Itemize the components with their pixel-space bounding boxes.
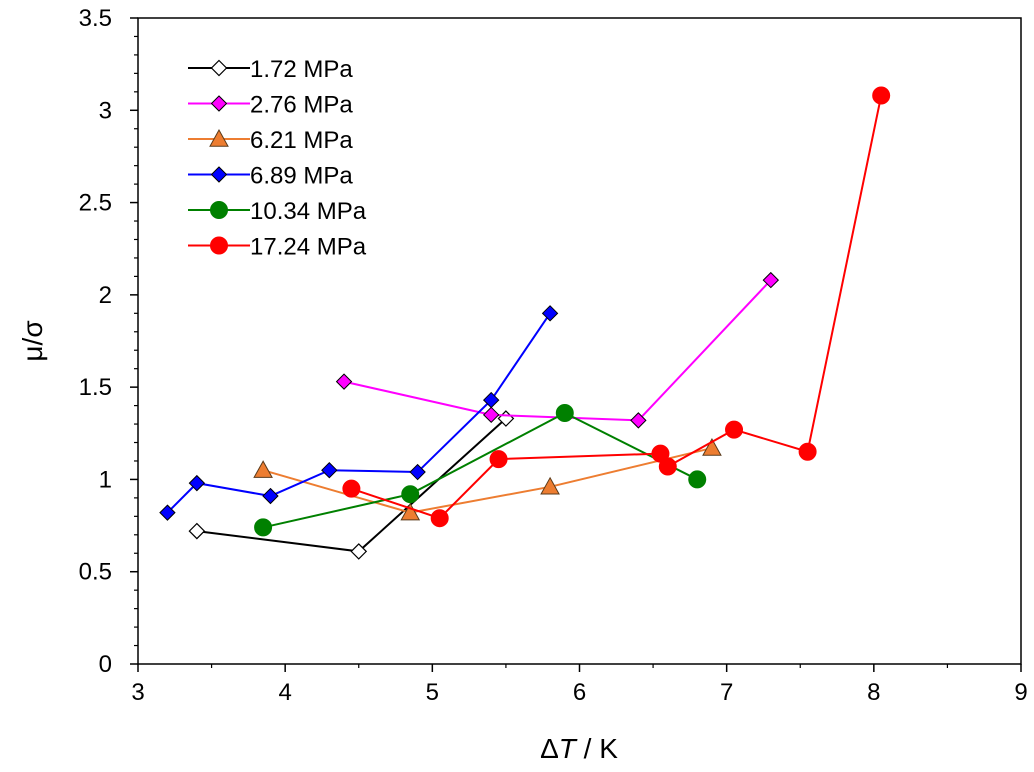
x-tick-label: 5: [426, 679, 439, 706]
y-tick-label: 1: [99, 466, 112, 493]
legend: 1.72 MPa 2.76 MPa 6.21 MPa 6.89 MPa 10.34 MP…: [188, 56, 367, 261]
legend-marker: [210, 201, 228, 219]
data-point: [335, 373, 353, 390]
x-tick-label: 7: [720, 679, 733, 706]
data-point: [342, 479, 361, 498]
data-point: [430, 509, 449, 528]
y-tick-label: 3.5: [79, 5, 112, 32]
axis-ticks: 3 4 5 6 7 8 9 0 0.5 1 1.5 2 2.5 3 3.5: [79, 5, 1028, 706]
data-point: [702, 438, 722, 456]
data-point: [540, 476, 560, 495]
x-axis-title: ΔT / K: [540, 733, 618, 764]
legend-label: 6.89 MPa: [250, 163, 353, 190]
series-layer: [159, 86, 891, 560]
legend-label: 2.76 MPa: [250, 92, 353, 119]
series-5: [342, 86, 891, 528]
data-point: [658, 457, 677, 476]
data-point: [762, 271, 780, 289]
series-4: [254, 403, 707, 537]
series-3: [159, 305, 559, 521]
data-point: [872, 86, 891, 105]
x-tick-label: 9: [1014, 679, 1027, 706]
data-point: [188, 522, 206, 540]
legend-item: 10.34 MPa: [188, 198, 367, 225]
y-tick-label: 1.5: [79, 374, 112, 401]
legend-label: 6.21 MPa: [250, 127, 353, 154]
legend-label: 17.24 MPa: [250, 234, 367, 261]
data-point: [254, 518, 273, 537]
y-tick-label: 2.5: [79, 190, 112, 217]
data-point: [489, 450, 508, 469]
data-point: [482, 406, 500, 424]
data-point: [401, 485, 420, 504]
series-2: [253, 438, 722, 521]
legend-label: 1.72 MPa: [250, 56, 353, 83]
plot-area: [137, 17, 1022, 665]
legend-item: 1.72 MPa: [188, 56, 353, 83]
y-tick-label: 3: [99, 97, 112, 124]
legend-item: 6.89 MPa: [188, 163, 353, 190]
legend-marker: [209, 128, 229, 147]
legend-item: 6.21 MPa: [188, 127, 353, 154]
legend-marker: [210, 166, 228, 183]
y-axis-title: μ/σ: [17, 320, 48, 361]
data-point: [409, 463, 426, 481]
data-point: [400, 502, 421, 521]
x-tick-label: 8: [867, 679, 880, 706]
series-line: [262, 411, 698, 529]
data-point: [798, 442, 817, 461]
data-point: [725, 420, 744, 439]
x-tick-label: 4: [278, 679, 291, 706]
data-point: [253, 460, 273, 478]
series-line: [262, 447, 713, 514]
x-tick-label: 3: [131, 679, 144, 706]
y-tick-label: 0: [99, 651, 112, 678]
legend-marker: [210, 95, 228, 112]
y-tick-label: 0.5: [79, 559, 112, 586]
legend-item: 17.24 MPa: [188, 234, 367, 261]
legend-marker: [210, 59, 228, 77]
y-tick-label: 2: [99, 282, 112, 309]
data-point: [159, 504, 176, 521]
legend-item: 2.76 MPa: [188, 92, 353, 119]
data-point: [188, 474, 206, 492]
data-point: [321, 461, 338, 479]
data-point: [262, 487, 279, 505]
data-point: [555, 403, 574, 422]
data-point: [688, 470, 707, 489]
legend-label: 10.34 MPa: [250, 198, 367, 225]
x-tick-label: 6: [573, 679, 586, 706]
data-point: [630, 412, 647, 429]
legend-marker: [210, 236, 228, 255]
data-point: [541, 305, 559, 322]
data-point: [482, 391, 500, 409]
data-point: [350, 543, 368, 560]
